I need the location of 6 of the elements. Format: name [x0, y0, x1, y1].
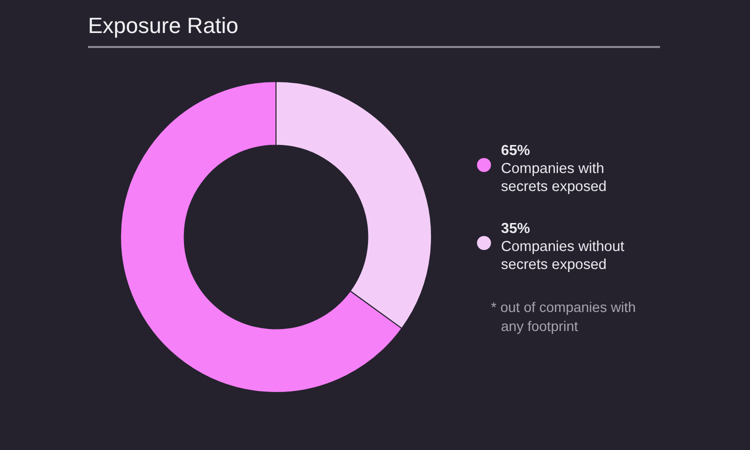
chart-title: Exposure Ratio: [88, 13, 238, 39]
legend-label: Companies with secrets exposed: [501, 161, 607, 195]
data-label: 35%: [501, 221, 530, 237]
data-label: 65%: [501, 143, 530, 159]
text: * out of companies with any footprint: [490, 298, 637, 336]
legend-label: Companies without secrets exposed: [501, 239, 624, 273]
